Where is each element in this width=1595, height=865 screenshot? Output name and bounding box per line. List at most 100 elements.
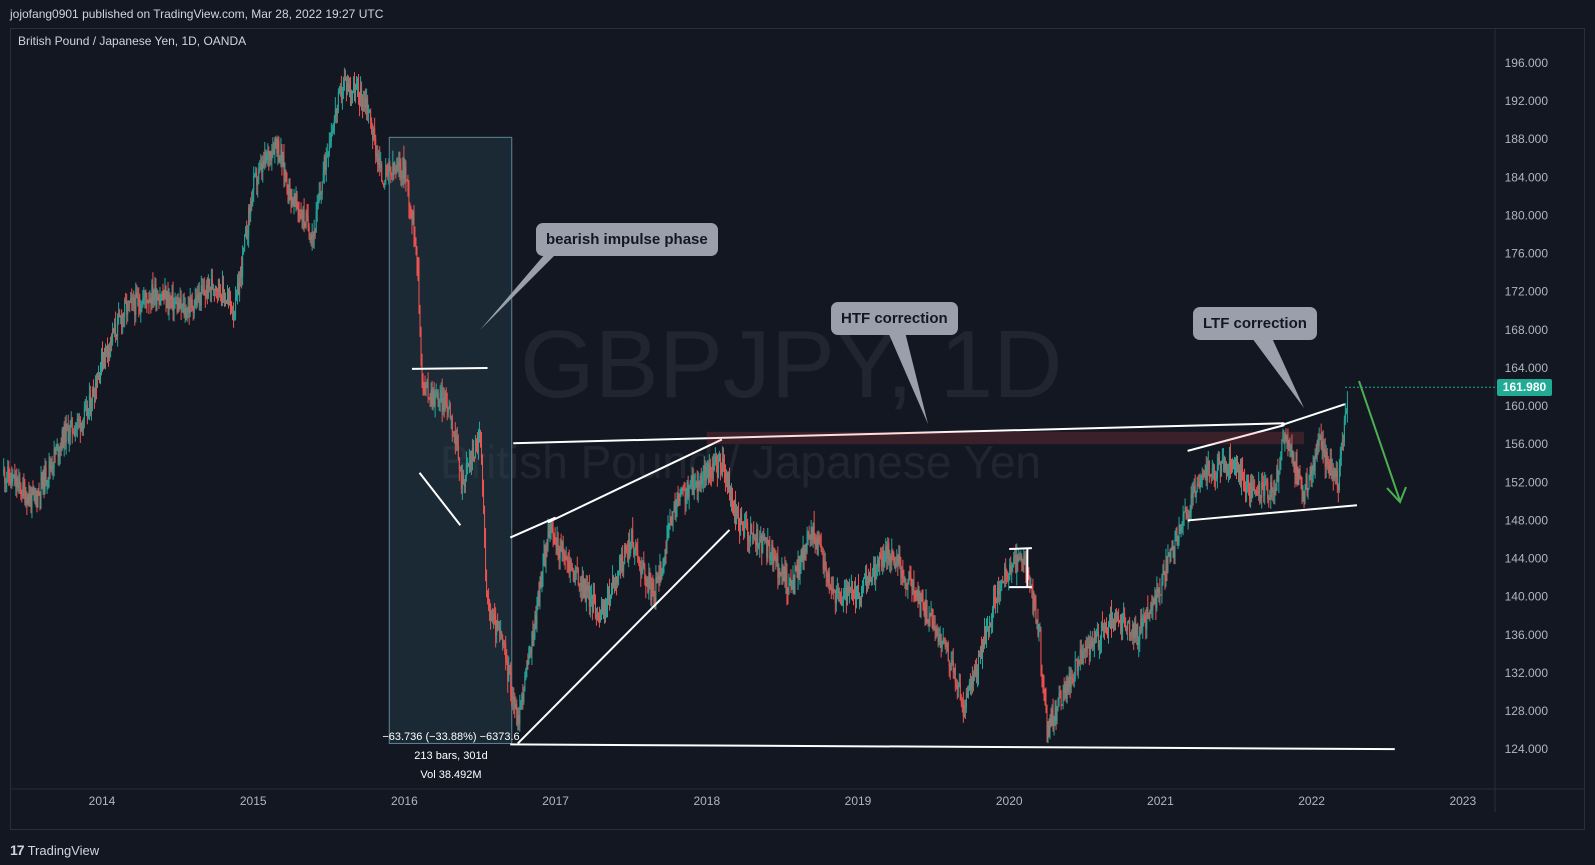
callout-ltf-correction[interactable]: LTF correction (1193, 307, 1317, 340)
candle-body (427, 381, 429, 398)
candle-body (485, 537, 487, 570)
candle-body (173, 302, 175, 312)
candle-body (272, 148, 274, 155)
candle-body (722, 458, 724, 463)
candle-body (508, 664, 510, 681)
footer-brand[interactable]: 17 TradingView (10, 842, 99, 858)
candle-body (791, 584, 793, 590)
candle-body (1051, 709, 1053, 726)
candle-body (303, 210, 305, 223)
candle-body (31, 488, 33, 508)
candle-body (687, 481, 689, 498)
candle-body (1063, 689, 1065, 693)
candle-body (375, 137, 377, 157)
callout-htf-correction[interactable]: HTF correction (831, 302, 958, 335)
candle-body (211, 279, 213, 290)
candle-body (525, 668, 527, 677)
candle-body (972, 676, 974, 685)
candle-body (593, 593, 595, 599)
candle-body (823, 560, 825, 569)
candle-body (681, 487, 683, 494)
candle-body (159, 299, 161, 305)
candle-body (1260, 495, 1262, 498)
candle-body (1241, 469, 1243, 487)
candle-body (689, 485, 691, 487)
candle-body (921, 594, 923, 597)
candle-body (951, 659, 953, 664)
candle-body (9, 478, 11, 485)
candle-body (522, 694, 524, 702)
candle-body (326, 155, 328, 158)
candle-body (495, 614, 497, 636)
candle-body (341, 92, 343, 99)
candle-body (405, 167, 407, 180)
candle-body (339, 87, 341, 90)
candle-body (1079, 649, 1081, 665)
candle-body (1227, 468, 1229, 473)
candle-body (894, 562, 896, 569)
candle-body (201, 285, 203, 292)
candle-body (942, 638, 944, 645)
candle-body (835, 588, 837, 604)
candle-body (1087, 646, 1089, 649)
candle-body (750, 524, 752, 540)
x-tick-label: 2016 (391, 794, 418, 808)
candle-body (818, 536, 820, 544)
candle-body (448, 404, 450, 409)
candle-body (1231, 460, 1233, 472)
candle-body (251, 201, 253, 204)
candle-body (56, 444, 58, 448)
candle-body (889, 556, 891, 561)
candle-body (580, 582, 582, 591)
candle-body (365, 97, 367, 108)
candle-body (49, 461, 51, 469)
candle-body (142, 298, 144, 307)
candle-body (213, 288, 215, 292)
candle-body (149, 298, 151, 302)
candle-body (532, 632, 534, 646)
candle-body (1111, 610, 1113, 629)
candle-body (15, 477, 17, 486)
candle-body (571, 563, 573, 571)
candle-body (719, 454, 721, 469)
candle-body (357, 84, 359, 88)
candle-body (569, 560, 571, 572)
candle-body (308, 227, 310, 238)
candle-body (783, 566, 785, 581)
y-tick-label: 124.000 (1505, 742, 1549, 756)
candle-body (1092, 646, 1094, 648)
candle-body (19, 478, 21, 485)
candle-body (434, 394, 436, 406)
candle-body (278, 140, 280, 162)
candle-body (545, 546, 547, 561)
candle-body (32, 488, 34, 495)
candle-body (829, 585, 831, 587)
y-tick-label: 156.000 (1505, 437, 1549, 451)
candle-body (417, 265, 419, 270)
candle-body (615, 576, 617, 590)
callout-bearish-impulse[interactable]: bearish impulse phase (536, 223, 718, 256)
candle-body (861, 591, 863, 600)
candle-body (995, 596, 997, 602)
candle-body (736, 508, 738, 524)
candle-body (964, 706, 966, 708)
candle-body (407, 181, 409, 186)
candle-body (693, 485, 695, 495)
candle-body (25, 497, 27, 504)
candle-body (277, 140, 279, 154)
candle-body (403, 157, 405, 180)
candle-body (639, 561, 641, 570)
candle-body (601, 605, 603, 613)
resistance-zone (706, 431, 1305, 445)
candle-body (1173, 546, 1175, 554)
candle-body (933, 627, 935, 629)
candle-body (657, 576, 659, 580)
candle-body (632, 529, 634, 545)
candle-body (908, 571, 910, 581)
candle-body (866, 576, 868, 587)
candle-body (331, 132, 333, 134)
candle-body (481, 443, 483, 461)
candle-body (807, 532, 809, 535)
candle-body (37, 491, 39, 505)
